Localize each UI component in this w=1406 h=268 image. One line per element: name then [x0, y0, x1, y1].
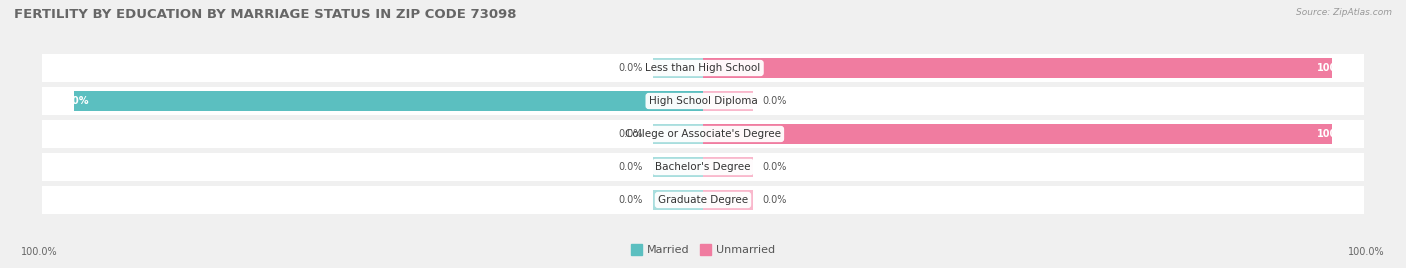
Bar	[73, 91, 703, 111]
Text: Source: ZipAtlas.com: Source: ZipAtlas.com	[1296, 8, 1392, 17]
Text: Bachelor's Degree: Bachelor's Degree	[655, 162, 751, 172]
Text: Less than High School: Less than High School	[645, 63, 761, 73]
Text: 0.0%: 0.0%	[763, 96, 787, 106]
Bar	[42, 120, 1364, 148]
Legend: Married, Unmarried: Married, Unmarried	[627, 240, 779, 260]
Text: 0.0%: 0.0%	[619, 63, 643, 73]
Bar	[703, 157, 754, 177]
Bar	[703, 190, 754, 210]
Bar	[703, 124, 1333, 144]
Text: Graduate Degree: Graduate Degree	[658, 195, 748, 205]
Bar	[652, 91, 703, 111]
Bar	[42, 54, 1364, 82]
Text: 0.0%: 0.0%	[619, 162, 643, 172]
Text: High School Diploma: High School Diploma	[648, 96, 758, 106]
Text: 0.0%: 0.0%	[763, 195, 787, 205]
Text: 0.0%: 0.0%	[619, 129, 643, 139]
Text: College or Associate's Degree: College or Associate's Degree	[626, 129, 780, 139]
Bar	[703, 124, 754, 144]
Text: 0.0%: 0.0%	[619, 195, 643, 205]
Text: 0.0%: 0.0%	[763, 162, 787, 172]
Text: FERTILITY BY EDUCATION BY MARRIAGE STATUS IN ZIP CODE 73098: FERTILITY BY EDUCATION BY MARRIAGE STATU…	[14, 8, 516, 21]
Bar	[652, 190, 703, 210]
Bar	[652, 124, 703, 144]
Text: 100.0%: 100.0%	[48, 96, 89, 106]
Text: 100.0%: 100.0%	[1317, 129, 1358, 139]
Bar	[652, 58, 703, 78]
Bar	[42, 87, 1364, 115]
Bar	[703, 58, 754, 78]
Bar	[42, 186, 1364, 214]
Bar	[703, 91, 754, 111]
Bar	[703, 58, 1333, 78]
Text: 100.0%: 100.0%	[1317, 63, 1358, 73]
Text: 100.0%: 100.0%	[1348, 247, 1385, 257]
Bar	[42, 153, 1364, 181]
Bar	[652, 157, 703, 177]
Text: 100.0%: 100.0%	[21, 247, 58, 257]
